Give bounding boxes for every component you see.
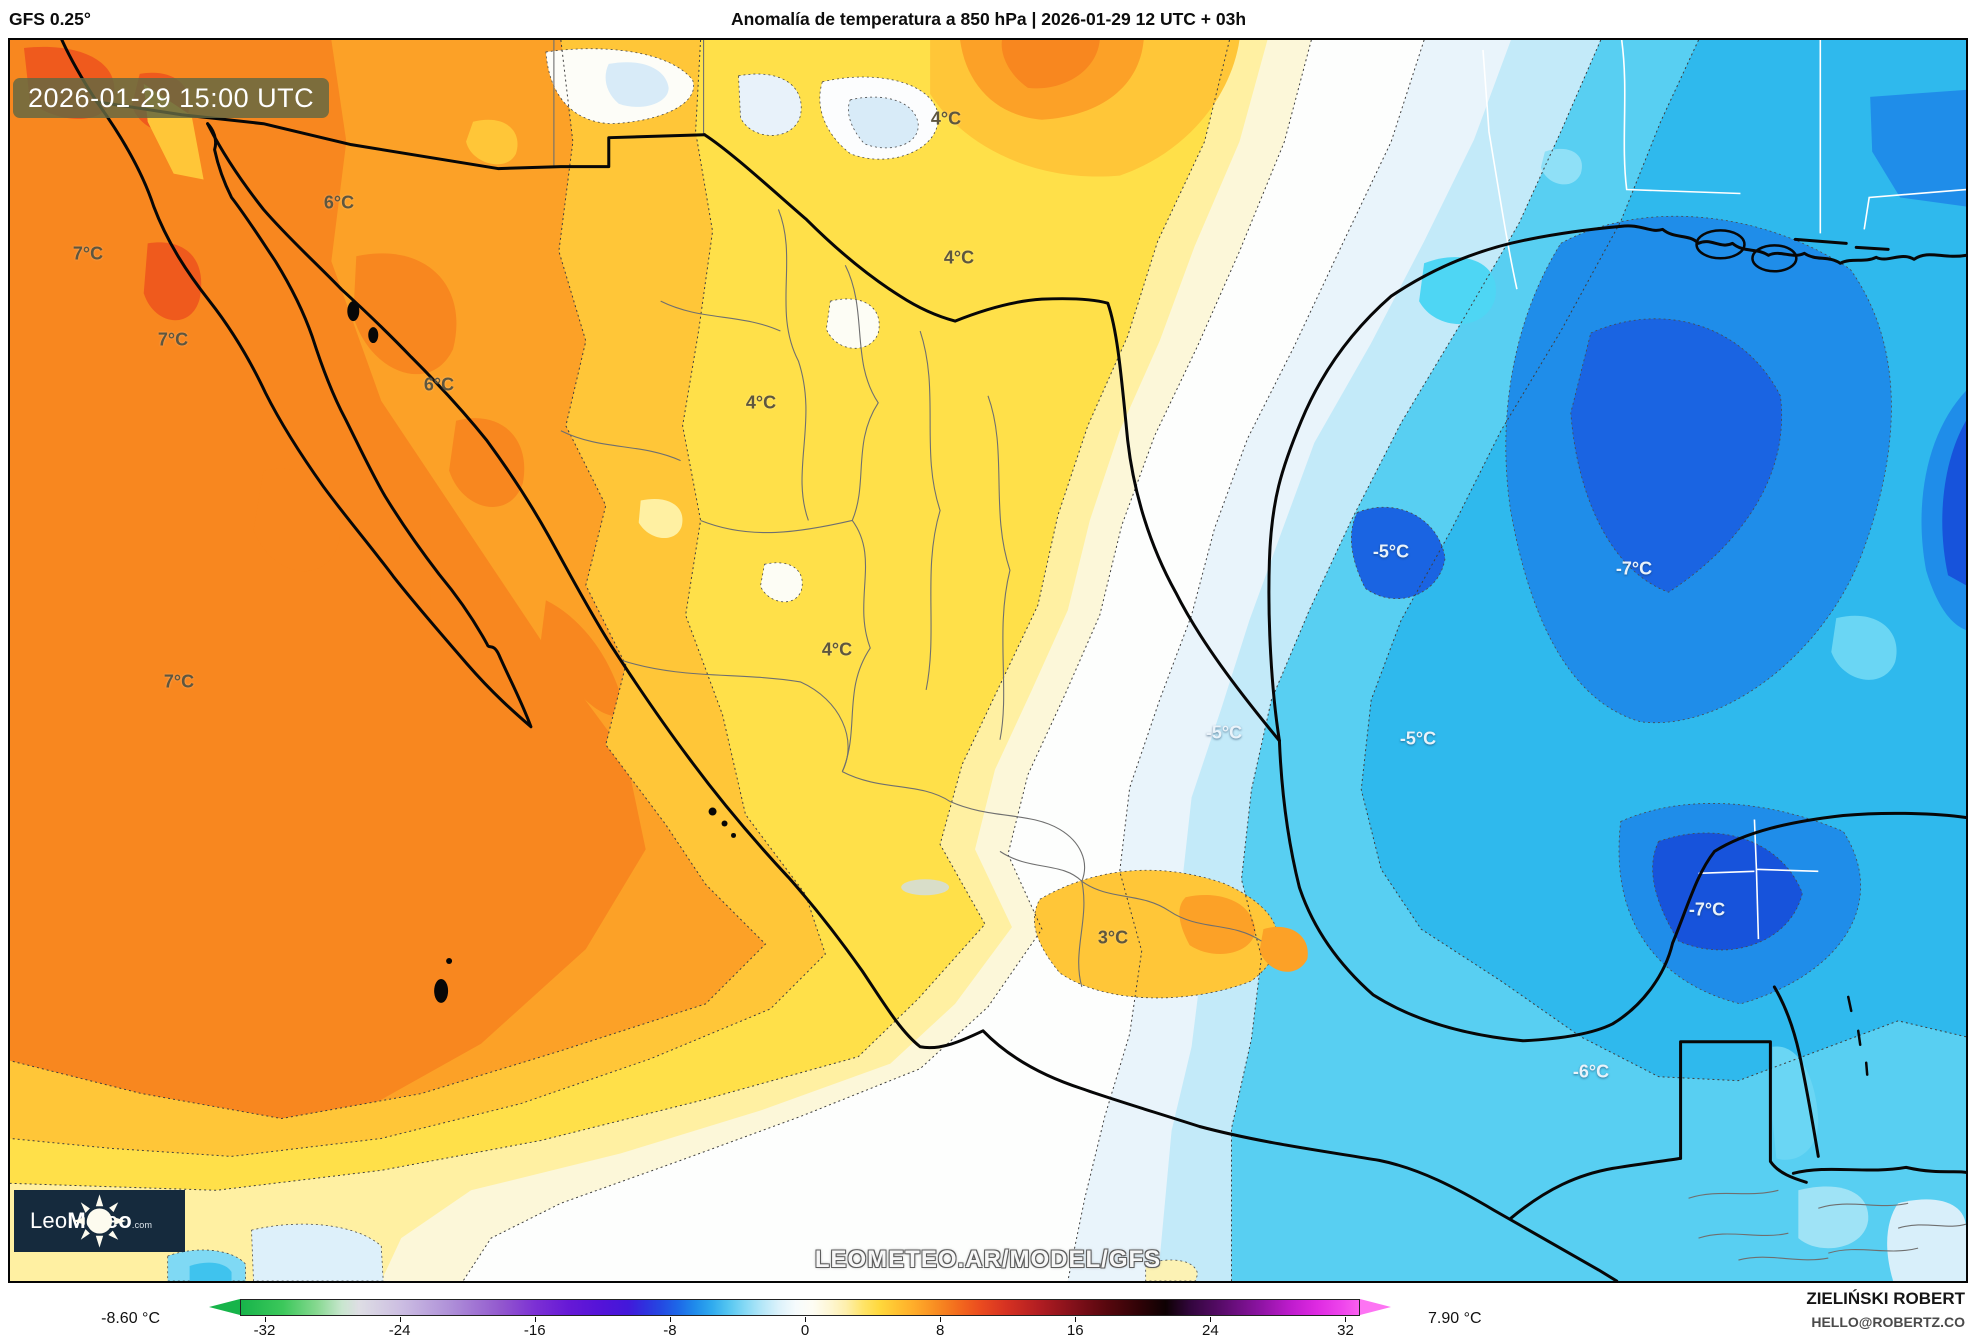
colorbar-tick-mark: [805, 1317, 806, 1322]
colorbar-tick-mark: [1345, 1317, 1347, 1322]
colorbar-tick-label: 24: [1202, 1322, 1219, 1339]
temp-label: -7°C: [1688, 899, 1726, 920]
temp-label: 4°C: [745, 392, 777, 413]
colorbar-tick-mark: [669, 1317, 671, 1322]
lake-pontchartrain: [1695, 229, 1746, 260]
sun-icon: [72, 1194, 127, 1248]
leometeo-logo: LeoMeteo.com: [14, 1190, 185, 1252]
colorbar-tick-label: 32: [1337, 1322, 1354, 1339]
colorbar-left-arrow: [209, 1299, 240, 1315]
logo-text-leo: Leo: [30, 1208, 68, 1233]
temp-label: -5°C: [1372, 541, 1410, 562]
temp-label: 4°C: [943, 247, 975, 268]
colorbar-max-label: 7.90 °C: [1428, 1310, 1482, 1327]
colorbar-tick-label: -32: [253, 1322, 276, 1339]
coastlines: [60, 40, 1966, 1281]
credit-author: ZIELIŃSKI ROBERT: [1806, 1289, 1965, 1308]
temp-label: -5°C: [1205, 722, 1243, 743]
colorbar-tick-label: 0: [800, 1322, 810, 1339]
colorbar-right-arrow: [1360, 1299, 1391, 1315]
anomaly-field-svg: [10, 40, 1966, 1281]
colorbar-tick-mark: [1210, 1317, 1212, 1322]
temp-label: -7°C: [1615, 558, 1653, 579]
colorbar-tick-label: -8: [663, 1322, 677, 1339]
colorbar-tick-label: 8: [935, 1322, 945, 1339]
temp-label: -6°C: [1572, 1061, 1610, 1082]
page-title: Anomalía de temperatura a 850 hPa | 2026…: [730, 9, 1247, 29]
colorbar-gradient: [240, 1299, 1360, 1316]
colorbar-tick-label: 16: [1066, 1322, 1084, 1339]
colorbar-min-label: -8.60 °C: [101, 1310, 160, 1327]
islands: [347, 301, 737, 1003]
temp-label: 6°C: [423, 374, 455, 395]
logo-text-tld: .com: [131, 1220, 153, 1230]
warm-pocket-region: [930, 40, 1308, 1281]
colorbar-tick-label: -24: [388, 1322, 411, 1339]
state-borders: [553, 40, 1966, 1261]
us-state-borders: [1482, 40, 1966, 940]
colorbar-tick-mark: [1075, 1317, 1077, 1322]
colorbar-tick-mark: [534, 1317, 536, 1322]
temp-label: -5°C: [1399, 728, 1437, 749]
cold-pocket-region: [167, 48, 950, 1281]
colorbar-tick-mark: [264, 1317, 266, 1322]
temp-label: 4°C: [930, 108, 962, 129]
contour-lines: [10, 40, 1966, 1281]
colorbar-tick-mark: [940, 1317, 942, 1322]
anomaly-map: 2026-01-29 15:00 UTC 7°C 6°C 7°C 6°C 7°C 4°C 4…: [8, 38, 1968, 1283]
temp-label: 4°C: [821, 639, 853, 660]
colorbar-tick-mark: [399, 1317, 401, 1322]
temp-label: 3°C: [1097, 927, 1129, 948]
temp-label: 6°C: [323, 192, 355, 213]
temp-label: 7°C: [72, 243, 104, 264]
lake-borgne: [1751, 244, 1798, 273]
model-label: GFS 0.25°: [9, 9, 91, 29]
timestamp-badge: 2026-01-29 15:00 UTC: [13, 78, 330, 118]
credit-contact: HELLO@ROBERTZ.CO: [1811, 1314, 1965, 1330]
cold-core-region: [1351, 89, 1966, 1281]
temp-label: 7°C: [157, 329, 189, 350]
temp-label: 7°C: [163, 671, 195, 692]
watermark: LEOMETEO.AR/MODEL/GFS: [814, 1246, 1162, 1273]
colorbar-tick-label: -16: [523, 1322, 546, 1339]
